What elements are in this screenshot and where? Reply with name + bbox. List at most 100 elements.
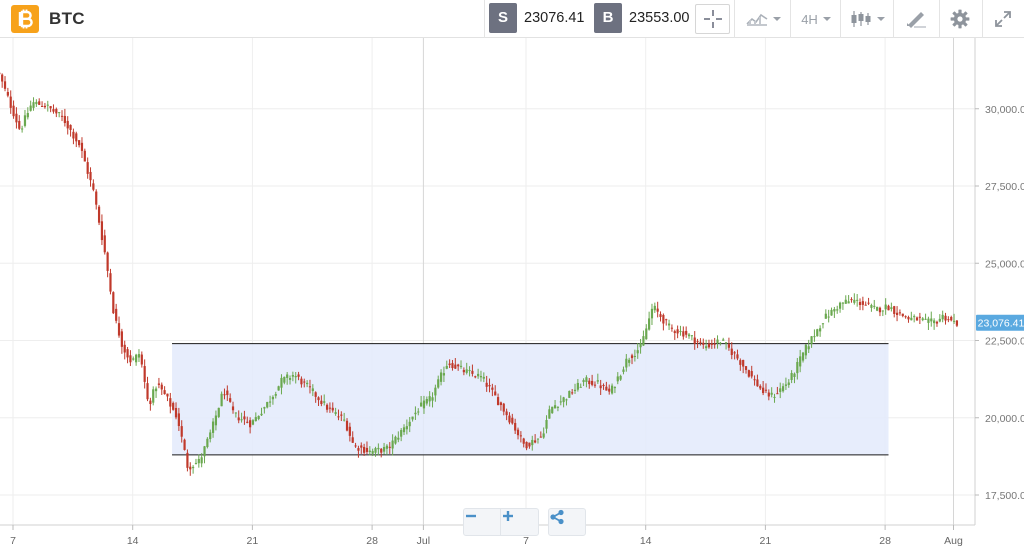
candle-down: [174, 408, 178, 418]
sell-price: 23076.41: [524, 10, 585, 26]
candle-down: [360, 445, 363, 448]
candle-up: [283, 376, 286, 383]
candle-down: [457, 364, 460, 367]
candle-up: [596, 380, 599, 382]
toolbar-divider: [982, 0, 983, 38]
time-axis-label: 14: [640, 535, 652, 547]
candle-style-button[interactable]: [844, 0, 890, 38]
zoom-in-button[interactable]: [500, 508, 539, 536]
candle-down: [246, 421, 249, 423]
candle-up: [260, 413, 263, 416]
time-axis-label: 14: [127, 535, 139, 547]
candle-down: [149, 400, 152, 405]
candle-up: [870, 305, 873, 308]
candle-down: [539, 436, 542, 438]
candle-down: [103, 235, 106, 253]
candle-up: [420, 402, 423, 407]
candle-up: [836, 309, 839, 311]
candle-down: [682, 331, 685, 337]
candle-down: [320, 400, 323, 405]
candle-up: [257, 415, 260, 419]
settings-button[interactable]: [942, 0, 978, 38]
buy-price-button[interactable]: B 23553.00: [594, 3, 694, 33]
candle-up: [286, 374, 289, 378]
toolbar-divider: [484, 0, 485, 38]
candle-up: [271, 396, 275, 400]
time-axis-label: 28: [366, 535, 378, 547]
candle-down: [522, 438, 525, 444]
timeframe-select[interactable]: 4H: [794, 0, 838, 38]
candle-down: [496, 397, 500, 406]
candle-down: [451, 363, 454, 369]
candle-down: [727, 344, 731, 348]
candles: [0, 72, 959, 476]
candle-down: [935, 321, 939, 324]
candle-up: [545, 419, 548, 429]
candle-down: [163, 390, 166, 395]
candle-down: [363, 446, 366, 453]
candle-up: [368, 450, 371, 452]
candle-up: [952, 320, 956, 322]
candle-down: [186, 452, 189, 468]
candlestick-chart[interactable]: 17,500.00 20,000.00 22,500.00 25,000.00 27,5…: [0, 38, 1024, 557]
sell-price-button[interactable]: S 23076.41: [489, 3, 589, 33]
candle-down: [776, 393, 779, 395]
candle-down: [528, 442, 531, 447]
candle-down: [505, 411, 508, 416]
candle-down: [55, 108, 58, 114]
candle-down: [172, 402, 175, 410]
candle-up: [385, 445, 389, 449]
candle-down: [231, 406, 235, 411]
candle-up: [35, 101, 38, 105]
candle-up: [807, 346, 810, 350]
candle-down: [514, 422, 517, 431]
candle-up: [876, 306, 879, 311]
candle-up: [214, 415, 218, 426]
candle-up: [439, 372, 443, 382]
candle-down: [3, 81, 7, 89]
candle-down: [462, 369, 465, 373]
candle-down: [494, 391, 497, 396]
candle-down: [15, 113, 18, 123]
price-chart[interactable]: 17,500.00 20,000.00 22,500.00 25,000.00 27,5…: [0, 38, 1024, 557]
candle-up: [884, 304, 887, 310]
candle-up: [784, 384, 788, 386]
candle-up: [548, 409, 551, 419]
candle-up: [428, 396, 431, 402]
buy-price: 23553.00: [629, 10, 690, 26]
candle-down: [80, 142, 84, 151]
fullscreen-button[interactable]: [986, 0, 1020, 38]
candle-down: [762, 387, 765, 394]
candle-up: [821, 323, 825, 325]
chart-type-button[interactable]: [740, 0, 786, 38]
candle-down: [947, 319, 950, 321]
share-button[interactable]: [548, 508, 586, 536]
candle-up: [576, 382, 579, 390]
chart-toolbar: BTC S 23076.41 B 23553.00 4H: [0, 0, 1024, 38]
candle-up: [266, 401, 269, 408]
candle-down: [850, 299, 853, 301]
candle-down: [38, 101, 41, 105]
candle-up: [311, 388, 314, 392]
chart-type-icon: [745, 13, 767, 26]
candle-up: [343, 419, 346, 421]
candle-down: [160, 384, 163, 390]
candle-down: [6, 92, 9, 96]
candle-down: [72, 131, 75, 139]
time-axis-label: 7: [523, 535, 529, 547]
candle-up: [152, 389, 155, 403]
candle-down: [471, 370, 474, 374]
candle-up: [801, 352, 805, 361]
candle-down: [100, 221, 104, 241]
candle-up: [650, 308, 654, 319]
drawing-tools-button[interactable]: [897, 0, 935, 38]
candle-down: [340, 414, 343, 416]
candle-down: [69, 124, 72, 130]
zoom-out-button[interactable]: [463, 508, 501, 536]
candle-down: [169, 398, 172, 407]
candle-up: [132, 358, 135, 360]
candle-up: [377, 447, 380, 450]
candle-up: [847, 301, 850, 304]
candle-up: [137, 354, 141, 358]
crosshair-button[interactable]: [695, 4, 730, 34]
